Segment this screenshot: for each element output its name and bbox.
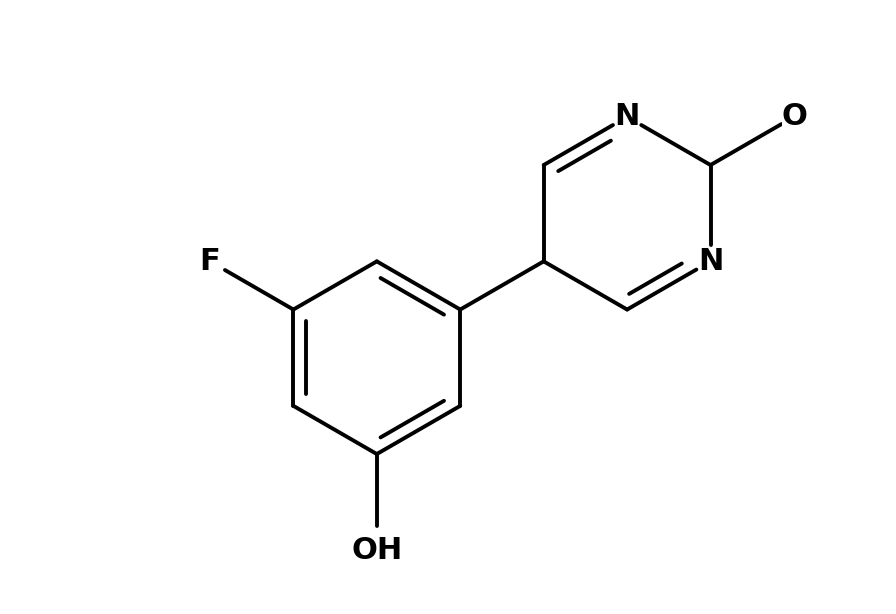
- Text: OH: OH: [351, 536, 402, 565]
- Text: N: N: [615, 103, 640, 131]
- Text: O: O: [781, 103, 807, 131]
- Text: F: F: [200, 247, 220, 276]
- Text: N: N: [698, 247, 723, 276]
